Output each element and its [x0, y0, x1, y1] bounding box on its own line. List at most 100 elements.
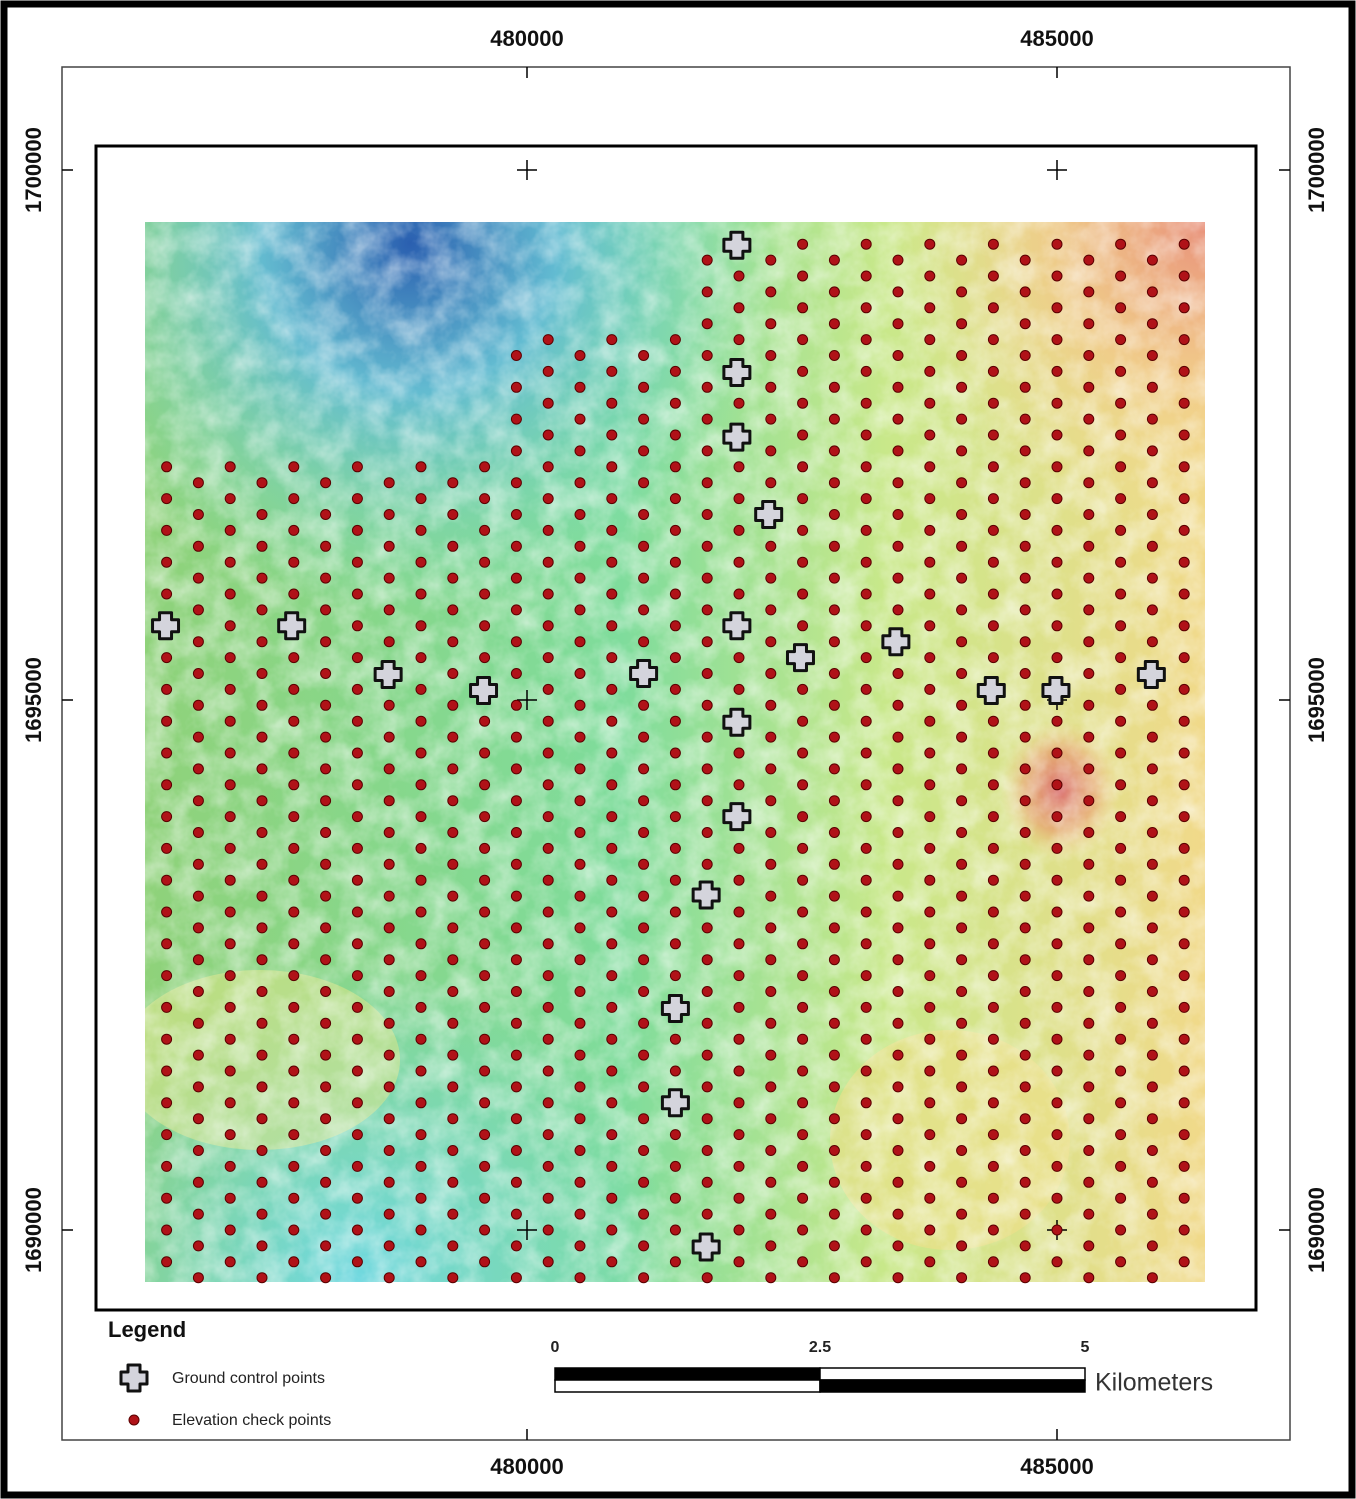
elevation-check-point	[480, 748, 490, 758]
elevation-check-point	[1052, 939, 1062, 949]
elevation-check-point	[1179, 1257, 1189, 1267]
elevation-check-point	[1116, 1193, 1126, 1203]
elevation-check-point	[575, 796, 585, 806]
elevation-check-point	[1084, 1082, 1094, 1092]
elevation-check-point	[289, 1130, 299, 1140]
elevation-check-point	[1147, 510, 1157, 520]
elevation-check-point	[702, 732, 712, 742]
elevation-check-point	[957, 446, 967, 456]
elevation-check-point	[1052, 525, 1062, 535]
elevation-check-point	[480, 1066, 490, 1076]
elevation-check-point	[670, 1130, 680, 1140]
elevation-check-point	[798, 812, 808, 822]
elevation-check-point	[1052, 1130, 1062, 1140]
elevation-check-point	[480, 462, 490, 472]
elevation-check-point	[766, 764, 776, 774]
elevation-check-point	[575, 1273, 585, 1283]
elevation-check-point	[925, 430, 935, 440]
elevation-check-point	[352, 716, 362, 726]
elevation-check-point	[1020, 319, 1030, 329]
elevation-check-point	[988, 1130, 998, 1140]
elevation-check-point	[480, 780, 490, 790]
elevation-check-point	[289, 589, 299, 599]
elevation-check-point	[988, 303, 998, 313]
elevation-check-point	[416, 812, 426, 822]
elevation-check-point	[1084, 319, 1094, 329]
elevation-check-point	[893, 1082, 903, 1092]
elevation-check-point	[1116, 303, 1126, 313]
elevation-check-point	[1179, 1225, 1189, 1235]
elevation-check-point	[639, 573, 649, 583]
elevation-check-point	[1020, 955, 1030, 965]
elevation-check-point	[352, 462, 362, 472]
elevation-check-point	[766, 828, 776, 838]
elevation-check-point	[734, 1257, 744, 1267]
elevation-check-point	[607, 1034, 617, 1044]
elevation-check-point	[289, 557, 299, 567]
elevation-check-point	[607, 684, 617, 694]
elevation-check-point	[384, 1177, 394, 1187]
y-tick-label: 1690000	[1304, 1187, 1329, 1273]
elevation-check-point	[416, 557, 426, 567]
elevation-check-point	[1179, 1066, 1189, 1076]
elevation-check-point	[798, 1130, 808, 1140]
elevation-check-point	[416, 907, 426, 917]
elevation-check-point	[321, 541, 331, 551]
elevation-check-point	[1020, 605, 1030, 615]
elevation-check-point	[1020, 414, 1030, 424]
elevation-check-point	[829, 987, 839, 997]
elevation-check-point	[511, 1241, 521, 1251]
elevation-check-point	[861, 843, 871, 853]
elevation-check-point	[734, 1034, 744, 1044]
elevation-check-point	[543, 525, 553, 535]
elevation-check-point	[257, 891, 267, 901]
elevation-check-point	[448, 1241, 458, 1251]
elevation-check-point	[1084, 255, 1094, 265]
elevation-check-point	[321, 891, 331, 901]
elevation-check-point	[639, 605, 649, 615]
elevation-check-point	[702, 1146, 712, 1156]
elevation-check-point	[925, 684, 935, 694]
scale-unit: Kilometers	[1095, 1369, 1213, 1397]
elevation-check-point	[893, 1241, 903, 1251]
elevation-check-point	[1147, 287, 1157, 297]
elevation-check-point	[352, 748, 362, 758]
elevation-check-point	[162, 589, 172, 599]
elevation-check-point	[193, 1177, 203, 1187]
elevation-check-point	[670, 366, 680, 376]
elevation-check-point	[607, 1066, 617, 1076]
legend-check-symbol	[129, 1415, 139, 1425]
elevation-check-point	[607, 557, 617, 567]
elevation-check-point	[829, 1146, 839, 1156]
elevation-check-point	[511, 541, 521, 551]
elevation-check-point	[321, 510, 331, 520]
elevation-check-point	[193, 573, 203, 583]
elevation-check-point	[575, 923, 585, 933]
elevation-check-point	[734, 939, 744, 949]
elevation-check-point	[607, 494, 617, 504]
elevation-check-point	[289, 1034, 299, 1044]
elevation-check-point	[543, 653, 553, 663]
elevation-check-point	[321, 1209, 331, 1219]
elevation-check-point	[162, 684, 172, 694]
elevation-check-point	[1116, 684, 1126, 694]
elevation-check-point	[480, 812, 490, 822]
elevation-check-point	[1179, 494, 1189, 504]
elevation-check-point	[1052, 366, 1062, 376]
elevation-check-point	[448, 669, 458, 679]
elevation-check-point	[893, 764, 903, 774]
elevation-check-point	[829, 1177, 839, 1187]
elevation-check-point	[321, 1018, 331, 1028]
elevation-check-point	[193, 1114, 203, 1124]
elevation-check-point	[988, 1193, 998, 1203]
elevation-check-point	[861, 335, 871, 345]
elevation-check-point	[575, 891, 585, 901]
elevation-check-point	[957, 1082, 967, 1092]
elevation-check-point	[1020, 859, 1030, 869]
elevation-check-point	[1179, 971, 1189, 981]
elevation-check-point	[511, 637, 521, 647]
elevation-check-point	[1179, 875, 1189, 885]
elevation-check-point	[639, 1241, 649, 1251]
elevation-check-point	[734, 684, 744, 694]
elevation-check-point	[861, 939, 871, 949]
